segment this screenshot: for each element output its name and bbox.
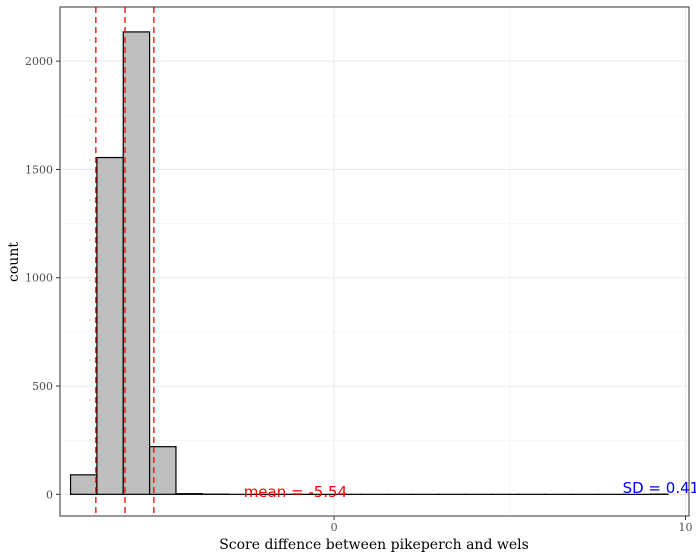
plot-border (59, 6, 690, 517)
y-tick-label: 0 (46, 488, 53, 501)
reference-lines (95, 7, 155, 516)
annotations: mean = -5.54 SD = 0.41 (244, 479, 696, 501)
x-tick-label: 0 (331, 521, 338, 534)
histogram-bar (96, 156, 124, 495)
histogram-bar (175, 493, 203, 495)
histogram-bars (69, 31, 669, 495)
x-axis-title: Score diffence between pikeperch and wel… (219, 537, 529, 553)
y-tick-label: 2000 (25, 55, 53, 68)
x-tick-label: 10 (678, 521, 692, 534)
y-axis-title: count (6, 242, 22, 282)
y-tick-label: 1500 (25, 163, 53, 176)
y-tick-label: 500 (32, 380, 53, 393)
y-tick-label: 1000 (25, 272, 53, 285)
sd-annotation: SD = 0.41 (623, 479, 696, 497)
histogram-bar (122, 31, 151, 495)
x-axis: 0 10 (331, 516, 692, 534)
mean-annotation: mean = -5.54 (244, 483, 347, 501)
minor-gridlines (60, 7, 689, 516)
histogram-bar (69, 474, 98, 495)
y-axis: 0 500 1000 1500 2000 (25, 55, 60, 501)
plot-panel (60, 7, 689, 516)
